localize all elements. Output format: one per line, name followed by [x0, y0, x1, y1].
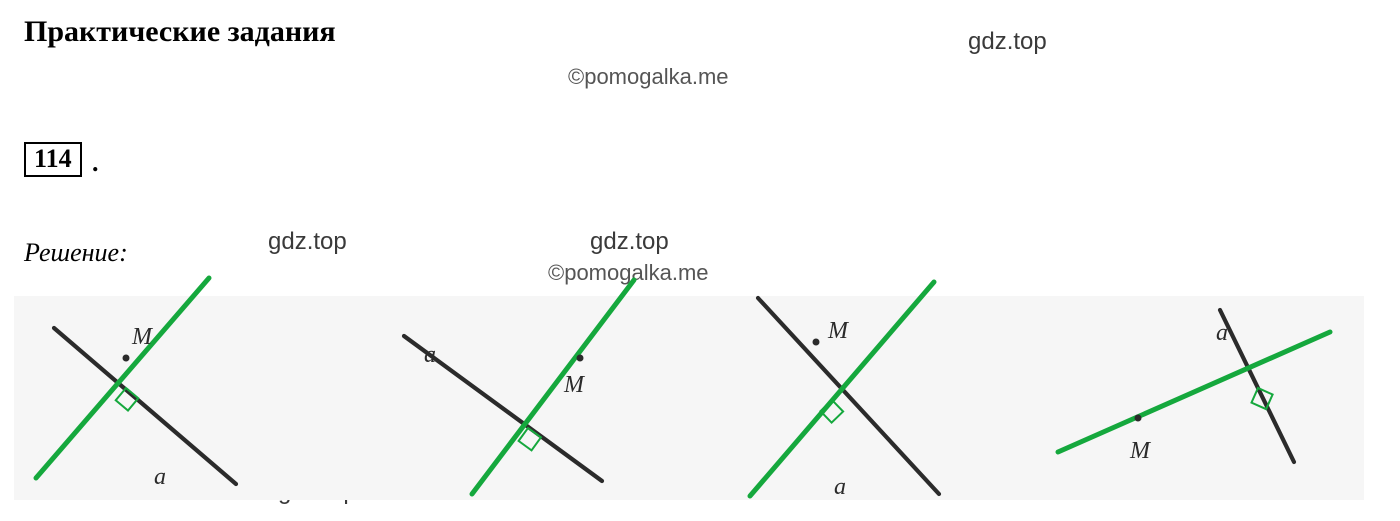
page-title: Практические задания — [24, 15, 336, 49]
label-a: a — [154, 464, 166, 491]
figure-svg — [364, 296, 694, 500]
point-m — [813, 339, 820, 346]
label-m: M — [132, 324, 152, 351]
perpendicular-line — [36, 278, 209, 478]
geometry-figure-1: Ma — [14, 296, 294, 500]
figure-svg — [1034, 296, 1354, 500]
point-m — [123, 355, 130, 362]
label-a: a — [1216, 320, 1228, 347]
figure-svg — [714, 296, 1014, 500]
geometry-figure-2: aM — [364, 296, 694, 500]
figure-strip: MaaMMaaM — [14, 296, 1364, 500]
label-m: M — [1130, 438, 1150, 465]
watermark-gdz-header: gdz.top — [968, 28, 1047, 56]
geometry-figure-4: aM — [1034, 296, 1354, 500]
problem-number-box: 114 — [24, 142, 82, 177]
watermark-gdz-solution-left: gdz.top — [268, 228, 347, 256]
label-a: a — [834, 474, 846, 501]
watermark-pomogalka-solution: ©pomogalka.me — [548, 260, 709, 286]
watermark-gdz-solution-mid: gdz.top — [590, 228, 669, 256]
page-root: Практические задания gdz.top ©pomogalka.… — [0, 0, 1400, 521]
solution-label: Решение: — [24, 238, 128, 268]
problem-number-dot: . — [92, 148, 99, 178]
label-m: M — [828, 318, 848, 345]
line-a — [758, 298, 939, 494]
watermark-pomogalka-header: ©pomogalka.me — [568, 64, 729, 90]
point-m — [1135, 415, 1142, 422]
line-a — [1220, 310, 1294, 462]
problem-number: 114 — [34, 144, 72, 173]
label-a: a — [424, 342, 436, 369]
label-m: M — [564, 372, 584, 399]
perpendicular-line — [750, 282, 934, 496]
perpendicular-line — [472, 280, 634, 494]
perpendicular-line — [1058, 332, 1330, 452]
geometry-figure-3: Ma — [714, 296, 1014, 500]
point-m — [577, 355, 584, 362]
